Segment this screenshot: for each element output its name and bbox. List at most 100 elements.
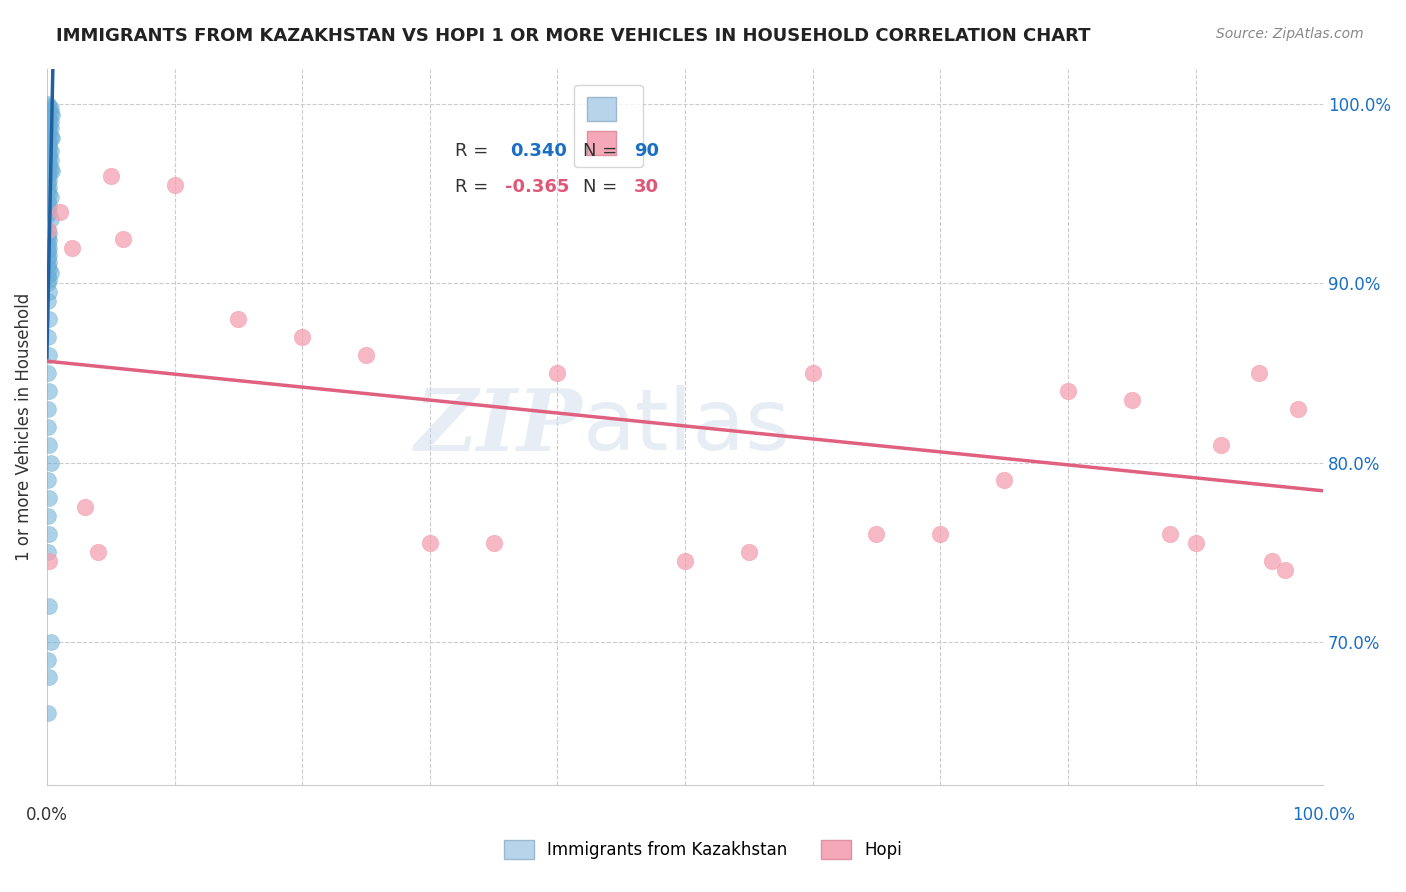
Point (1274, 563, 1296, 577)
Text: IMMIGRANTS FROM KAZAKHSTAN VS HOPI 1 OR MORE VEHICLES IN HOUSEHOLD CORRELATION C: IMMIGRANTS FROM KAZAKHSTAN VS HOPI 1 OR … (56, 27, 1091, 45)
Point (801, 366, 824, 380)
Text: 0.340: 0.340 (510, 142, 567, 160)
Text: N =: N = (583, 142, 623, 160)
Point (38, 599, 60, 613)
Point (37, 103, 59, 117)
Point (37, 126, 59, 140)
Point (37, 223, 59, 237)
Point (38, 255, 60, 269)
Point (546, 366, 568, 380)
Point (163, 178, 186, 192)
Point (62, 241, 84, 255)
Point (38, 156, 60, 170)
Point (38, 119, 60, 133)
Point (37, 208, 59, 222)
Text: ZIP: ZIP (415, 385, 583, 468)
Point (39, 129, 62, 144)
Point (738, 545, 761, 559)
Point (37, 277, 59, 291)
Point (38, 348, 60, 362)
Point (37, 176, 59, 190)
Point (41, 163, 63, 178)
Point (100, 169, 122, 183)
Point (37, 259, 59, 273)
Point (37, 154, 59, 169)
Point (38, 99, 60, 113)
Point (48, 204, 70, 219)
Point (38, 234, 60, 248)
Point (38, 186, 60, 201)
Point (39, 153, 62, 167)
Point (38, 160, 60, 174)
Point (37, 133, 59, 147)
Point (38, 113, 60, 128)
Point (75, 500, 97, 515)
Point (38, 204, 60, 219)
Point (1184, 536, 1206, 550)
Text: Source: ZipAtlas.com: Source: ZipAtlas.com (1216, 27, 1364, 41)
Point (37, 122, 59, 136)
Point (38, 437, 60, 451)
Point (38, 151, 60, 165)
Point (38, 172, 60, 186)
Point (38, 384, 60, 398)
Point (37, 183, 59, 197)
Point (673, 554, 696, 568)
Point (37, 97, 59, 112)
Point (929, 527, 952, 541)
Point (38, 248, 60, 262)
Point (482, 536, 505, 550)
Point (38, 285, 60, 300)
Text: R =: R = (456, 142, 495, 160)
Point (41, 108, 63, 122)
Point (419, 536, 441, 550)
Point (1159, 527, 1181, 541)
Point (38, 112, 60, 126)
Point (37, 294, 59, 309)
Point (993, 474, 1015, 488)
Point (37, 330, 59, 344)
Point (39, 120, 62, 135)
Point (39, 106, 62, 120)
Point (39, 190, 62, 204)
Legend: , : , (574, 85, 643, 167)
Point (37, 652, 59, 666)
Point (38, 670, 60, 684)
Point (37, 244, 59, 259)
Point (37, 401, 59, 416)
Point (37, 158, 59, 172)
Point (1057, 384, 1080, 398)
Point (37, 140, 59, 154)
Point (39, 211, 62, 226)
Point (38, 491, 60, 506)
Point (38, 241, 60, 255)
Text: 0.0%: 0.0% (25, 806, 67, 824)
Point (38, 124, 60, 138)
Point (37, 194, 59, 208)
Point (37, 474, 59, 488)
Legend: Immigrants from Kazakhstan, Hopi: Immigrants from Kazakhstan, Hopi (498, 833, 908, 866)
Point (37, 117, 59, 131)
Point (37, 509, 59, 524)
Point (38, 104, 60, 119)
Point (37, 110, 59, 124)
Point (37, 237, 59, 252)
Point (37, 366, 59, 380)
Point (38, 167, 60, 181)
Point (37, 149, 59, 163)
Point (291, 330, 314, 344)
Point (38, 273, 60, 287)
Point (38, 128, 60, 142)
Point (38, 227, 60, 241)
Point (228, 312, 250, 326)
Text: N =: N = (583, 178, 623, 195)
Point (87, 545, 110, 559)
Point (37, 145, 59, 160)
Point (39, 144, 62, 158)
Text: 90: 90 (634, 142, 659, 160)
Point (38, 527, 60, 541)
Point (41, 131, 63, 145)
Point (1261, 554, 1284, 568)
Point (37, 165, 59, 179)
Point (37, 252, 59, 266)
